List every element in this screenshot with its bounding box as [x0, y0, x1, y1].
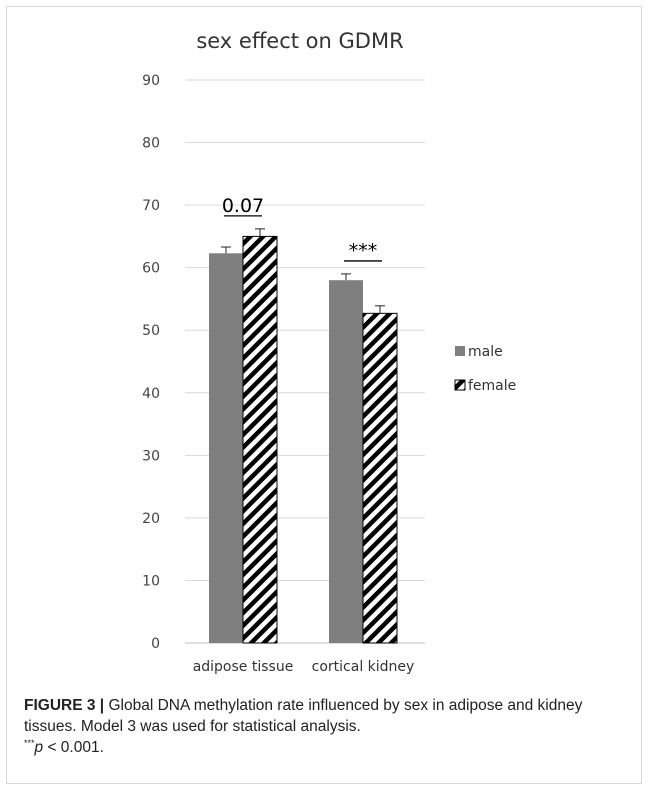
y-tick-label: 80 — [142, 136, 160, 152]
significance-annotation: 0.07 — [222, 195, 264, 217]
legend-label: female — [468, 378, 516, 394]
y-tick-label: 90 — [142, 73, 160, 89]
bar-female-adipose-tissue — [242, 235, 278, 644]
bar-female-cortical-kidney — [362, 312, 398, 644]
bar-male-cortical-kidney — [329, 280, 363, 643]
significance-label: *** — [349, 240, 378, 262]
y-tick-label: 10 — [142, 573, 160, 589]
x-tick-label: cortical kidney — [312, 659, 415, 675]
y-tick-label: 20 — [142, 511, 160, 527]
bar-male-adipose-tissue — [209, 253, 243, 644]
significance-annotation: *** — [344, 240, 382, 262]
y-tick-label: 30 — [142, 448, 160, 464]
y-tick-label: 60 — [142, 261, 160, 277]
caption-label: FIGURE 3 | — [24, 697, 105, 714]
x-tick-label: adipose tissue — [193, 659, 294, 675]
legend-item-male: male — [455, 344, 503, 360]
error-bar — [341, 273, 351, 281]
significance-label: 0.07 — [222, 195, 264, 217]
y-tick-label: 70 — [142, 198, 160, 214]
legend-swatch — [455, 346, 465, 356]
error-bar — [221, 246, 231, 254]
y-tick-label: 40 — [142, 386, 160, 402]
figure-frame — [6, 6, 642, 784]
chart-title: sex effect on GDMR — [196, 29, 403, 53]
caption-text: Global DNA methylation rate influenced b… — [24, 697, 583, 735]
bar-chart: sex effect on GDMR 0 10 20 30 40 50 60 70 80 90 a… — [142, 29, 516, 675]
error-bar — [255, 228, 265, 237]
legend-item-female: female — [454, 378, 516, 394]
y-tick-label: 0 — [151, 636, 160, 652]
figure-caption: FIGURE 3 | Global DNA methylation rate i… — [24, 695, 636, 758]
y-tick-label: 50 — [142, 323, 160, 339]
caption-footnote-text: < 0.001. — [47, 739, 104, 756]
caption-footnote-marker: *** — [24, 738, 35, 748]
caption-footnote-p: p — [34, 739, 44, 756]
legend-label: male — [468, 344, 503, 360]
legend-swatch — [454, 379, 466, 391]
error-bar — [375, 305, 385, 314]
